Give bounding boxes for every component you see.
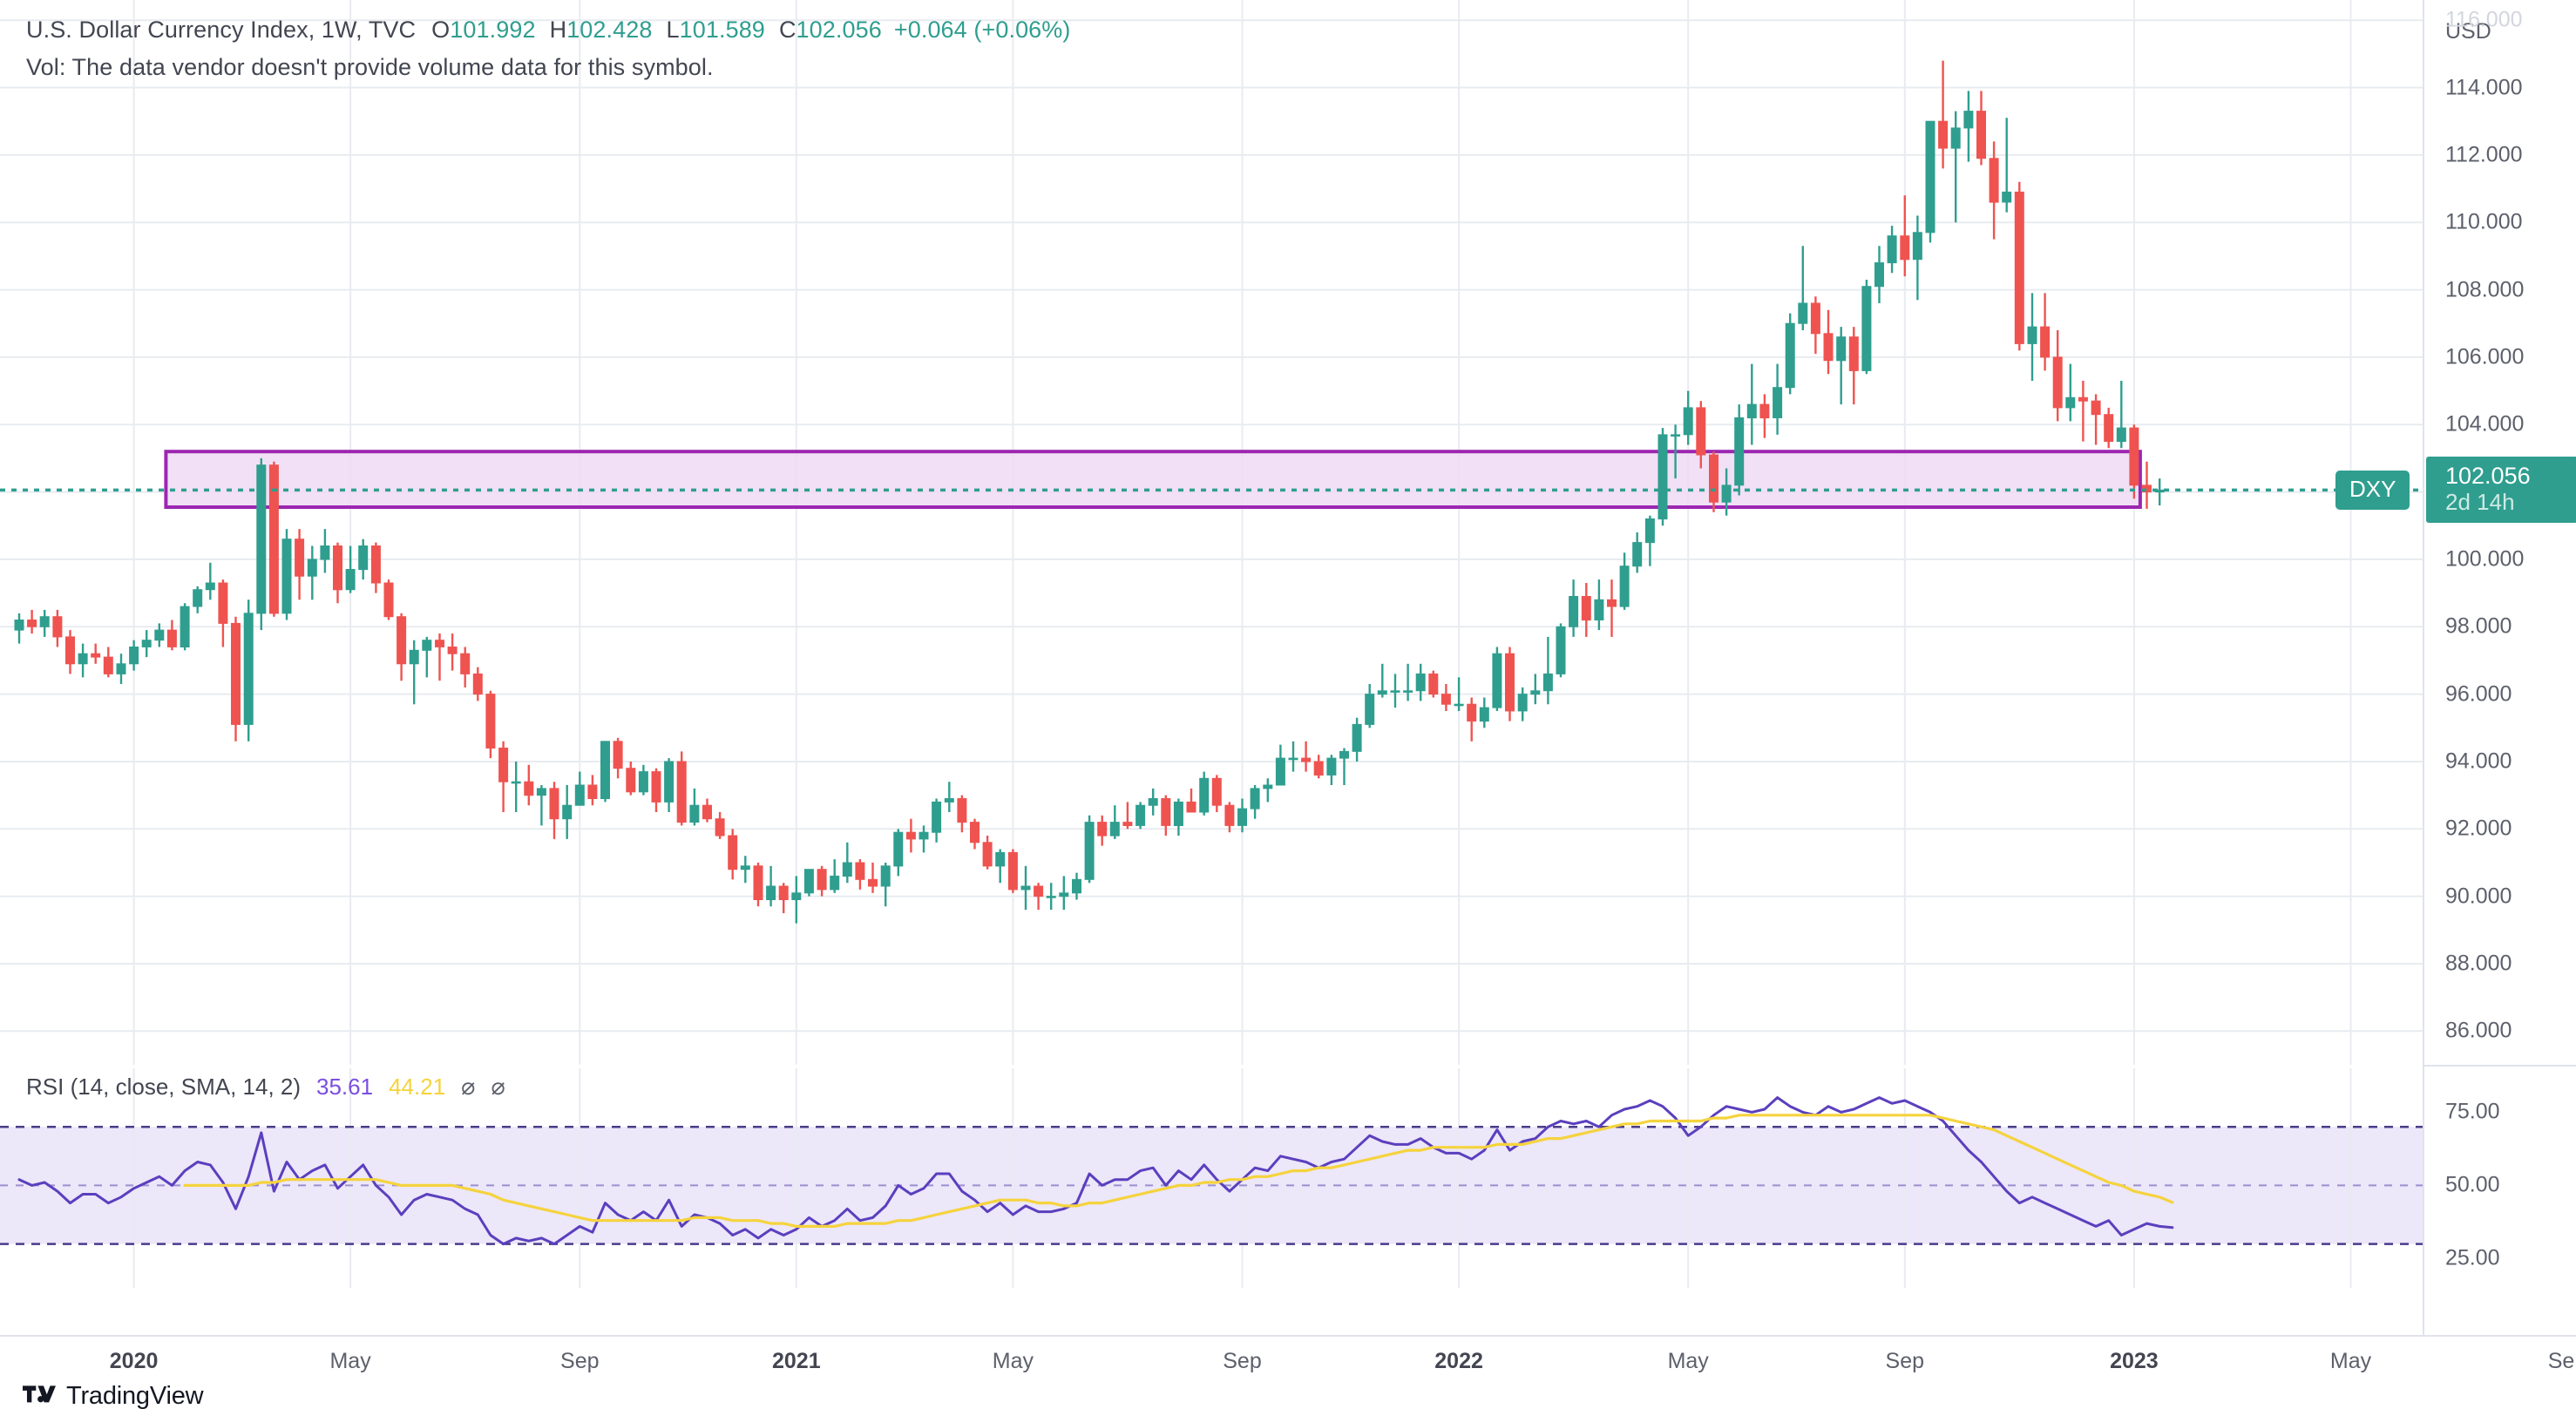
time-tick-label: 2022 xyxy=(1434,1349,1483,1373)
tradingview-brand-name: TradingView xyxy=(66,1382,204,1409)
time-tick-label: 2021 xyxy=(771,1349,821,1373)
rsi-title[interactable]: RSI (14, close, SMA, 14, 2) xyxy=(26,1074,302,1100)
rsi-tick-label: 50.00 xyxy=(2445,1172,2500,1197)
ohlc-low: L101.589 xyxy=(667,14,765,46)
ohlc-low-value: 101.589 xyxy=(679,17,765,43)
price-tick-label: 114.000 xyxy=(2445,75,2523,99)
price-tick-label: 92.000 xyxy=(2445,816,2512,841)
ohlc-high-key: H xyxy=(549,17,567,43)
tradingview-logo-icon xyxy=(23,1385,56,1402)
ohlc-high-value: 102.428 xyxy=(566,17,653,43)
rsi-chart-svg xyxy=(0,1068,2423,1288)
time-tick-label: Sep xyxy=(1223,1349,1262,1373)
time-tick-label: 2023 xyxy=(2110,1349,2159,1373)
time-tick-label: 2020 xyxy=(109,1349,159,1373)
time-tick-label: May xyxy=(992,1349,1034,1373)
price-change: +0.064 (+0.06%) xyxy=(893,17,1071,43)
price-tick-label: 104.000 xyxy=(2445,411,2525,437)
axis-divider xyxy=(2424,1065,2576,1067)
time-tick-label: Sep xyxy=(560,1349,600,1373)
price-tick-label: 94.000 xyxy=(2445,749,2512,774)
price-tick-label: 98.000 xyxy=(2445,613,2512,639)
rsi-legend: RSI (14, close, SMA, 14, 2) 35.61 44.21 … xyxy=(26,1074,505,1101)
time-tick-label: Sep xyxy=(2547,1349,2576,1373)
symbol-title[interactable]: U.S. Dollar Currency Index, 1W, TVC xyxy=(26,17,417,43)
price-tick-label: 110.000 xyxy=(2445,209,2523,234)
rsi-tick-label: 75.00 xyxy=(2445,1099,2500,1124)
price-tick-label: 86.000 xyxy=(2445,1018,2512,1043)
chart-legend: U.S. Dollar Currency Index, 1W, TVC O101… xyxy=(26,14,1071,85)
ohlc-high: H102.428 xyxy=(550,14,653,46)
price-tick-label: 106.000 xyxy=(2445,344,2525,369)
ohlc-open-value: 101.992 xyxy=(450,17,536,43)
price-axis-currency: USD xyxy=(2445,19,2491,44)
bar-countdown: 2d 14h xyxy=(2445,488,2515,515)
tradingview-footer[interactable]: TradingView xyxy=(23,1382,204,1409)
ohlc-low-key: L xyxy=(666,17,680,43)
ohlc-close-value: 102.056 xyxy=(796,17,882,43)
price-tick-label: 100.000 xyxy=(2445,546,2525,572)
price-pane[interactable] xyxy=(0,0,2423,1065)
rsi-sma-value: 44.21 xyxy=(389,1074,446,1100)
ohlc-values: O101.992 H102.428 L101.589 C102.056 xyxy=(431,14,882,46)
price-tick-label: 96.000 xyxy=(2445,681,2512,707)
rsi-lower-band-null-icon: ⌀ xyxy=(491,1074,505,1100)
current-price-badge[interactable]: 102.056 2d 14h xyxy=(2426,457,2576,523)
time-tick-label: Sep xyxy=(1885,1349,1925,1373)
ohlc-open-key: O xyxy=(431,17,451,43)
time-tick-label: May xyxy=(2329,1349,2372,1373)
symbol-ohlc-row: U.S. Dollar Currency Index, 1W, TVC O101… xyxy=(26,14,1071,46)
symbol-price-tag[interactable]: DXY xyxy=(2335,471,2410,511)
time-tick-label: May xyxy=(329,1349,371,1373)
price-tick-label: 116.000 xyxy=(2445,7,2523,32)
volume-note: Vol: The data vendor doesn't provide vol… xyxy=(26,54,714,81)
rsi-pane[interactable] xyxy=(0,1068,2423,1288)
current-price-value: 102.056 xyxy=(2445,463,2531,490)
price-chart-svg xyxy=(0,0,2423,1065)
ohlc-open: O101.992 xyxy=(431,14,535,46)
rsi-tick-label: 25.00 xyxy=(2445,1245,2500,1270)
ohlc-close-key: C xyxy=(778,17,797,43)
price-tick-label: 90.000 xyxy=(2445,884,2512,909)
time-axis[interactable]: 2020 May Sep 2021 May Sep 2022 May Sep 2023 May Sep xyxy=(0,1335,2576,1384)
rsi-upper-band-null-icon: ⌀ xyxy=(461,1074,476,1100)
ohlc-close: C102.056 xyxy=(779,14,882,46)
rsi-current-value: 35.61 xyxy=(316,1074,374,1100)
price-axis[interactable]: USD 116.000 114.000 112.000 110.000 108.000 1… xyxy=(2423,0,2576,1335)
price-tick-label: 88.000 xyxy=(2445,951,2512,976)
price-tick-label: 108.000 xyxy=(2445,277,2525,302)
time-tick-label: May xyxy=(1667,1349,1709,1373)
price-tick-label: 112.000 xyxy=(2445,142,2523,167)
